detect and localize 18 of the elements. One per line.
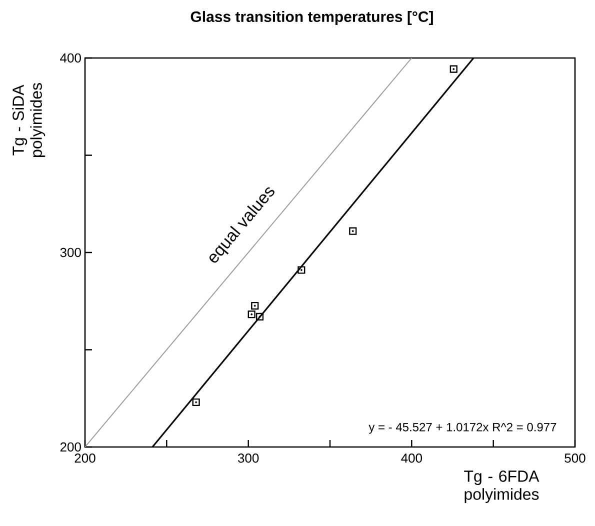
x-tick-label: 400 — [401, 454, 422, 463]
x-tick-label: 200 — [74, 454, 96, 463]
y-tick-label: 300 — [60, 248, 81, 258]
point — [251, 302, 259, 310]
x-axis-title: Tg - 6FDA polyimides — [464, 470, 540, 504]
point — [192, 398, 200, 406]
y-axis-title: Tg - SiDA polyimides — [12, 83, 46, 157]
point — [450, 65, 458, 73]
x-tick-label: 300 — [238, 454, 259, 463]
x-tick-label: 500 — [564, 454, 586, 463]
y-tick-label: 200 — [60, 442, 81, 452]
chart-title: Glass transition temperatures [°C] — [190, 11, 433, 25]
point — [248, 310, 256, 318]
y-tick-label: 400 — [60, 53, 81, 63]
point — [298, 266, 306, 274]
annotation: y = - 45.527 + 1.0172x R^2 = 0.977 — [368, 422, 556, 434]
point — [256, 312, 264, 320]
point — [349, 227, 357, 235]
